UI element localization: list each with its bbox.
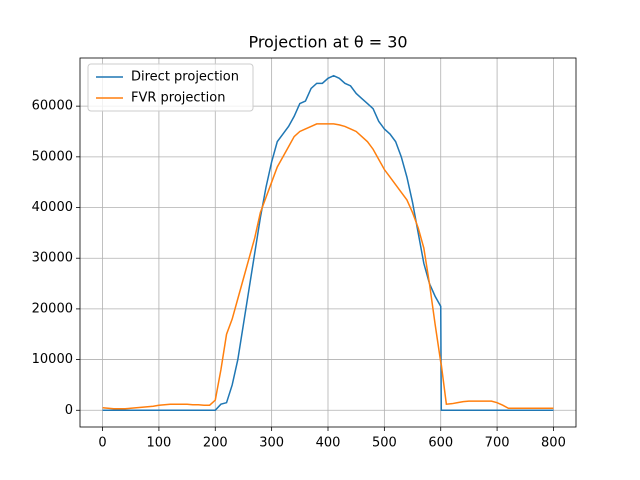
x-tick-label: 100: [146, 436, 171, 451]
data-line: [102, 74, 554, 412]
y-tick-label: 40000: [32, 200, 73, 215]
x-tick-label: 700: [485, 436, 510, 451]
data-line: [102, 123, 554, 410]
x-tick-label: 0: [98, 436, 106, 451]
chart-title: Projection at θ = 30: [248, 33, 407, 52]
y-tick-label: 0: [65, 403, 73, 418]
y-tick-label: 60000: [32, 99, 73, 114]
x-tick-label: 200: [203, 436, 228, 451]
plot-frame: [79, 57, 577, 428]
y-tick-label: 10000: [32, 352, 73, 367]
x-tick-label: 600: [428, 436, 453, 451]
legend-box: [87, 63, 254, 112]
y-tick-label: 50000: [32, 149, 73, 164]
y-tick-label: 30000: [32, 251, 73, 266]
x-tick-label: 800: [541, 436, 566, 451]
x-tick-label: 300: [259, 436, 284, 451]
y-tick-label: 20000: [32, 301, 73, 316]
legend-label: FVR projection: [131, 91, 225, 106]
legend-label: Direct projection: [131, 70, 239, 85]
x-tick-label: 500: [372, 436, 397, 451]
x-tick-label: 400: [316, 436, 341, 451]
